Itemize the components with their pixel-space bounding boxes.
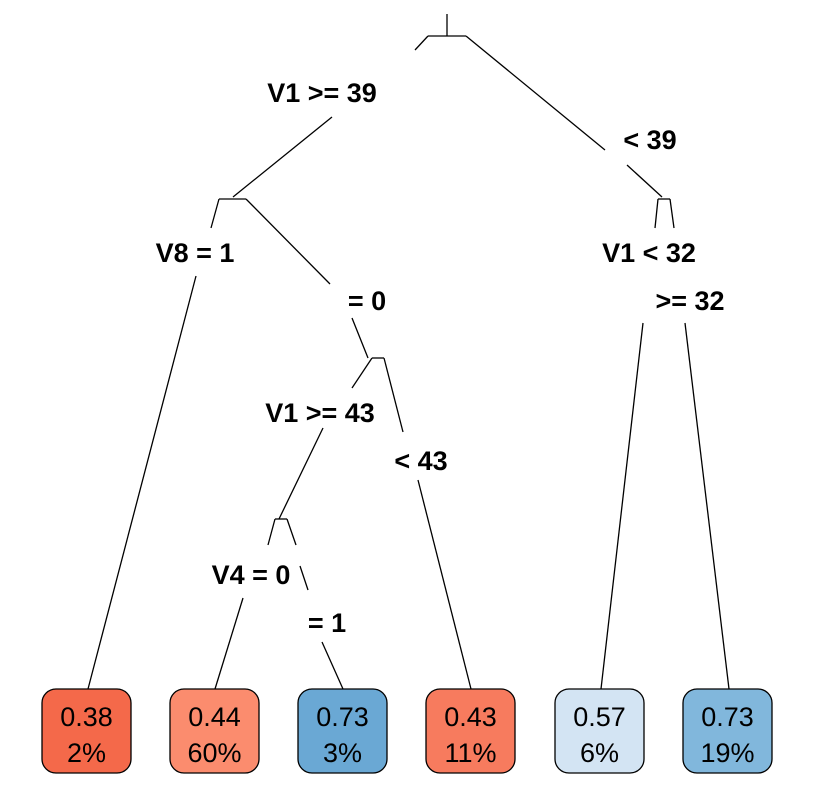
leaf-value: 0.73 [316,702,369,732]
leaf-percent: 11% [444,738,496,768]
v1-43-right-label: < 43 [394,446,447,476]
v4-left-label: V4 = 0 [212,560,291,590]
leaf-5: 0.57 6% [554,688,645,774]
leaf-percent: 19% [700,738,754,768]
leaf-4: 0.43 11% [425,688,516,774]
leaf-3: 0.73 3% [297,688,388,774]
v1-32-right-label: >= 32 [655,286,724,316]
v4-right-label: = 1 [308,608,346,638]
leaf-value: 0.73 [701,702,754,732]
leaf-value: 0.38 [60,702,113,732]
leaf-value: 0.43 [444,702,497,732]
leaf-percent: 60% [187,738,241,768]
v1-32-split: V1 < 32 >= 32 [600,198,730,690]
root-right-label: < 39 [623,125,676,155]
v8-left-label: V8 = 1 [156,238,235,268]
leaf-2: 0.44 60% [169,688,260,774]
leaf-value: 0.57 [573,702,626,732]
v1-32-left-label: V1 < 32 [602,238,696,268]
leaf-percent: 6% [580,738,619,768]
v1-43-left-label: V1 >= 43 [265,398,375,428]
root-left-label: V1 >= 39 [267,78,377,108]
root-split: V1 >= 39 < 39 [232,14,677,198]
v8-right-label: = 0 [348,286,386,316]
leaf-6: 0.73 19% [682,688,773,774]
leaf-1: 0.38 2% [41,688,132,774]
leaf-value: 0.44 [188,702,241,732]
v8-split: V8 = 1 = 0 [87,198,386,690]
leaf-percent: 2% [67,738,106,768]
v4-split: V4 = 0 = 1 [212,518,346,690]
v1-43-split: V1 >= 43 < 43 [265,357,472,690]
leaf-percent: 3% [323,738,362,768]
